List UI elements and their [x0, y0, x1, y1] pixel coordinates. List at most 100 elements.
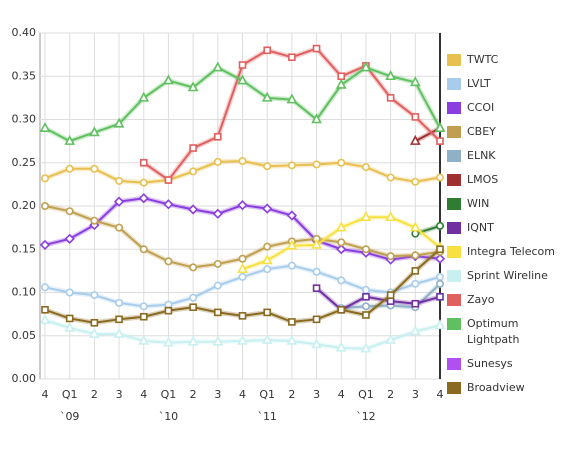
marker [360, 342, 372, 353]
legend-item[interactable]: WIN [447, 196, 561, 212]
marker [238, 272, 247, 281]
marker [113, 196, 125, 207]
legend-swatch [447, 150, 461, 162]
legend-item[interactable]: LVLT [447, 76, 561, 92]
marker [64, 321, 76, 332]
marker [261, 254, 273, 265]
marker [434, 253, 446, 264]
marker [386, 94, 395, 102]
marker [238, 254, 247, 263]
legend-item[interactable]: LMOS [447, 172, 561, 188]
legend-label: Sunesys [467, 357, 513, 370]
legend-swatch [447, 126, 461, 138]
x-tick-label: 4 [140, 388, 147, 401]
legend-item[interactable]: Sprint Wireline [447, 268, 561, 284]
marker [213, 281, 222, 290]
legend-label: TWTC [467, 53, 499, 66]
marker [312, 160, 321, 169]
legend-swatch [447, 222, 461, 234]
legend-item[interactable]: Broadview [447, 380, 561, 396]
marker [189, 263, 198, 272]
marker [213, 157, 222, 166]
marker [312, 315, 321, 324]
marker [139, 312, 148, 321]
marker [163, 336, 174, 347]
marker [238, 157, 247, 166]
x-tick-label: 4 [338, 388, 345, 401]
legend-item[interactable]: Optimum Lightpath [447, 316, 561, 348]
legend-item[interactable]: Sunesys [447, 356, 561, 372]
x-tick-label: 2 [387, 388, 394, 401]
marker [164, 306, 173, 315]
legend-swatch [447, 54, 461, 66]
marker [90, 164, 99, 173]
marker [411, 299, 420, 308]
x-tick-label: Q1 [358, 388, 374, 401]
marker [286, 334, 298, 345]
marker [115, 298, 124, 307]
legend-swatch [447, 318, 461, 330]
marker [187, 81, 199, 92]
marker [138, 91, 150, 102]
marker [40, 283, 49, 292]
marker [336, 244, 347, 255]
marker [40, 174, 49, 183]
marker [212, 335, 224, 346]
marker [39, 121, 51, 132]
marker [312, 284, 321, 292]
marker [237, 200, 248, 211]
marker [337, 305, 346, 314]
marker [189, 144, 197, 152]
marker [386, 291, 395, 299]
marker [360, 211, 372, 222]
marker [263, 46, 271, 55]
x-tick-label: 3 [412, 388, 419, 401]
legend-label: Sprint Wireline [467, 269, 548, 282]
marker [90, 291, 99, 300]
y-tick-label: 0.20 [12, 199, 37, 212]
marker [64, 134, 76, 145]
legend-swatch [447, 78, 461, 90]
series-line [415, 224, 441, 235]
marker [337, 276, 346, 285]
legend-label: Optimum Lightpath [467, 317, 520, 346]
legend-label: CBEY [467, 125, 496, 138]
legend-item[interactable]: IQNT [447, 220, 561, 236]
marker [212, 208, 223, 219]
legend-item[interactable]: CCOI [447, 100, 561, 116]
legend-swatch [447, 246, 461, 258]
x-group-label: `11 [257, 410, 277, 423]
legend-label: Zayo [467, 293, 495, 306]
marker [337, 72, 346, 81]
marker [360, 61, 372, 72]
legend-swatch [447, 174, 461, 186]
y-tick-label: 0.15 [12, 242, 37, 255]
x-tick-label: Q1 [161, 388, 177, 401]
marker [311, 113, 322, 124]
marker [434, 121, 446, 132]
marker [436, 137, 444, 145]
marker [337, 238, 346, 247]
marker [115, 315, 123, 324]
marker [385, 70, 396, 81]
legend-item[interactable]: Integra Telecom [447, 244, 561, 260]
marker [312, 44, 321, 53]
marker [89, 126, 100, 137]
marker [90, 318, 99, 327]
marker [288, 53, 296, 62]
marker [138, 334, 150, 345]
marker [237, 334, 248, 345]
marker [90, 216, 99, 225]
x-group-label: `10 [159, 410, 179, 423]
marker [164, 176, 173, 184]
legend-item[interactable]: CBEY [447, 124, 561, 140]
marker [337, 158, 346, 167]
legend-item[interactable]: TWTC [447, 52, 561, 68]
legend-item[interactable]: ELNK [447, 148, 561, 164]
marker [411, 113, 420, 121]
legend-item[interactable]: Zayo [447, 292, 561, 308]
y-tick-label: 0.25 [12, 156, 37, 169]
marker [139, 302, 148, 311]
